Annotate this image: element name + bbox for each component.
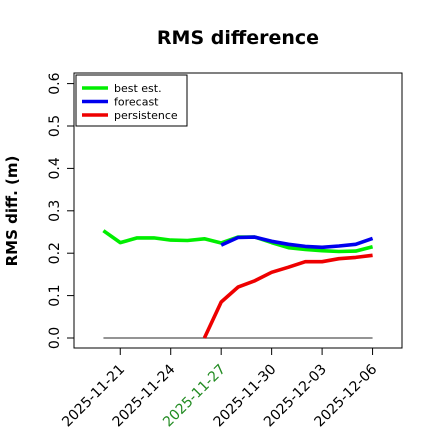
series-line-best-est xyxy=(102,229,374,254)
y-axis: 0.0 0.1 0.2 0.3 0.4 0.5 0.6 xyxy=(47,72,74,349)
y-axis-label: RMS diff. (m) xyxy=(3,156,21,267)
y-tick-label: 0.0 xyxy=(47,327,63,349)
legend-label-persistence: persistence xyxy=(114,109,178,122)
legend-label-best-est: best est. xyxy=(114,82,162,95)
y-tick-label: 0.5 xyxy=(47,115,63,137)
y-tick-label: 0.3 xyxy=(47,200,63,222)
x-axis: 2025-11-212025-11-242025-11-272025-11-30… xyxy=(59,348,380,430)
chart-title: RMS difference xyxy=(157,27,319,49)
series-line-persistence xyxy=(202,253,373,339)
y-tick-label: 0.2 xyxy=(47,242,63,264)
y-tick-label: 0.6 xyxy=(47,72,63,94)
series-line-forecast xyxy=(220,235,374,250)
legend-label-forecast: forecast xyxy=(114,96,159,109)
y-tick-label: 0.4 xyxy=(47,157,63,179)
y-tick-label: 0.1 xyxy=(47,284,63,306)
series-layer xyxy=(102,229,374,339)
